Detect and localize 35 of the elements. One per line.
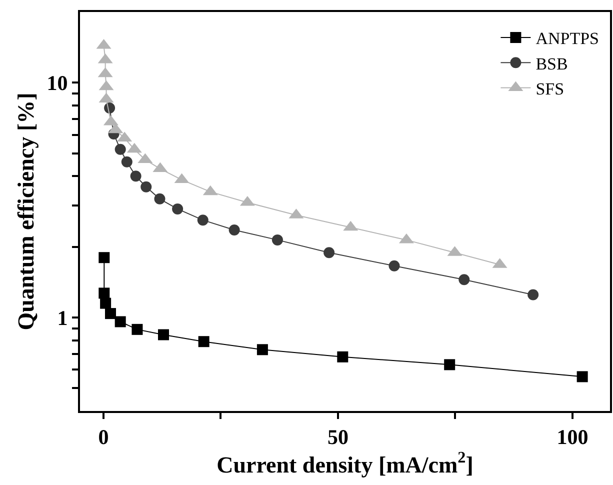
point <box>114 316 126 328</box>
point <box>130 170 142 182</box>
x-tick-label: 0 <box>98 425 109 450</box>
y-axis-title: Quantum efficiency [%] <box>14 92 39 330</box>
point <box>528 289 539 300</box>
point <box>444 359 456 370</box>
point <box>100 298 112 309</box>
point <box>576 371 588 382</box>
point <box>154 193 166 204</box>
legend-label: BSB <box>536 54 568 74</box>
y-tick-label: 10 <box>46 71 68 96</box>
point <box>158 329 169 340</box>
point <box>197 214 208 226</box>
legend-label: SFS <box>536 79 564 98</box>
point <box>132 324 143 335</box>
point <box>114 144 126 155</box>
x-tick-label: 50 <box>327 425 348 450</box>
point <box>337 351 348 362</box>
point <box>458 274 470 286</box>
x-tick-label: 100 <box>556 425 588 450</box>
point <box>98 252 110 264</box>
point <box>198 336 210 348</box>
point <box>172 203 184 214</box>
legend-label: ANPTPS <box>536 29 600 48</box>
point <box>104 308 116 320</box>
point <box>228 224 240 236</box>
point <box>272 234 283 246</box>
point <box>324 247 335 258</box>
point <box>256 344 268 356</box>
point <box>98 288 110 299</box>
point <box>121 156 132 168</box>
x-axis-title: Current density [mA/cm$^{2}$] <box>216 450 474 478</box>
point <box>388 260 400 272</box>
point <box>140 181 152 192</box>
y-tick-label: 1 <box>57 306 68 330</box>
